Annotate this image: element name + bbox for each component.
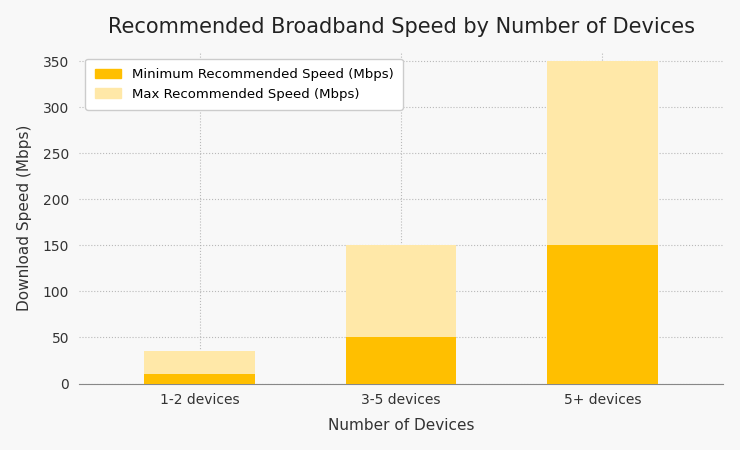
- Title: Recommended Broadband Speed by Number of Devices: Recommended Broadband Speed by Number of…: [107, 17, 695, 36]
- Bar: [547, 245, 658, 383]
- X-axis label: Number of Devices: Number of Devices: [328, 418, 474, 433]
- Legend: Minimum Recommended Speed (Mbps), Max Recommended Speed (Mbps): Minimum Recommended Speed (Mbps), Max Re…: [86, 58, 403, 110]
- Bar: [346, 245, 457, 383]
- Bar: [346, 338, 457, 383]
- Y-axis label: Download Speed (Mbps): Download Speed (Mbps): [17, 125, 32, 311]
- Bar: [144, 374, 255, 383]
- Bar: [547, 61, 658, 383]
- Bar: [144, 351, 255, 383]
